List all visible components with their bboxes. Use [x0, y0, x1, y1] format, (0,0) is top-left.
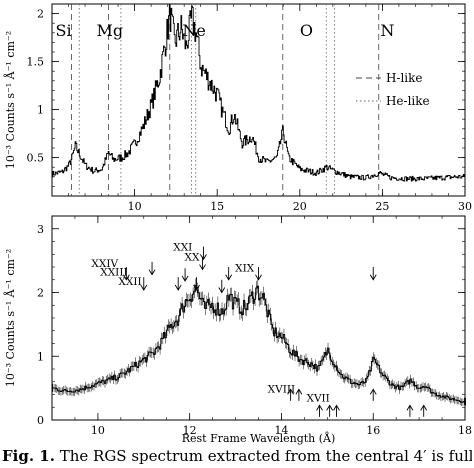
down-arrow-5-head [199, 264, 206, 271]
element-label-si: Si [56, 21, 72, 40]
x-tick-label-1-4: 18 [458, 424, 472, 437]
down-arrow-10-head [181, 275, 189, 282]
plot-frame-1 [51, 215, 466, 421]
legend-he-like-label: He-like [386, 94, 430, 108]
down-arrow-1-head [148, 269, 156, 276]
up-arrow-2-head [316, 404, 323, 411]
ion-label-xxiii: XXIII [100, 266, 127, 278]
x-tick-label-0-4: 30 [458, 200, 472, 213]
down-arrow-9-head [369, 274, 377, 281]
element-label-mg: Mg [97, 21, 124, 40]
x-tick-label-1-1: 12 [183, 424, 197, 437]
caption-text: The RGS spectrum extracted from the cent… [54, 447, 472, 465]
y-tick-label-1-2: 2 [37, 287, 44, 300]
up-arrow-0-head [287, 388, 295, 395]
down-arrow-4-head [193, 284, 200, 291]
y-axis-label-0: 10⁻³ Counts s⁻¹ Å⁻¹ cm⁻² [3, 31, 17, 169]
ion-label-xvii: XVII [306, 393, 329, 405]
down-arrow-11-head [200, 254, 207, 261]
up-arrow-4-head [333, 404, 340, 411]
x-tick-label-1-3: 16 [366, 424, 380, 437]
ion-label-xxi: XXI [173, 241, 192, 253]
x-tick-label-0-0: 10 [128, 200, 142, 213]
down-arrow-6-head [225, 274, 233, 281]
ion-label-xxii: XXII [118, 276, 141, 288]
spectrum-line-1 [52, 285, 466, 403]
element-label-ne: Ne [182, 21, 205, 40]
down-arrow-8-head [255, 274, 262, 281]
element-label-n: N [380, 21, 394, 40]
x-axis-label: Rest Frame Wavelength (Å) [182, 431, 336, 445]
down-arrow-7-head [218, 287, 226, 294]
up-arrow-5-head [369, 388, 377, 395]
element-label-o: O [300, 21, 313, 40]
y-tick-label-0-3: 2 [37, 8, 44, 21]
up-arrow-1-head [295, 388, 303, 395]
x-tick-label-1-2: 14 [274, 424, 288, 437]
spectrum-1 [52, 278, 466, 407]
up-arrow-3-head [326, 404, 334, 411]
x-tick-label-0-1: 15 [210, 200, 224, 213]
y-tick-label-0-2: 1.5 [27, 56, 45, 69]
down-arrow-3-head [174, 284, 182, 291]
y-axis-label-1: 10⁻³ Counts s⁻¹ Å⁻¹ cm⁻² [3, 249, 17, 387]
y-tick-label-1-1: 1 [37, 350, 44, 363]
ion-label-xix: XIX [235, 262, 255, 274]
y-tick-label-1-0: 0 [37, 414, 44, 427]
down-arrow-0-head [122, 274, 130, 281]
legend-h-like-label: H-like [386, 71, 423, 85]
x-tick-label-1-0: 10 [91, 424, 105, 437]
figure-caption: Fig. 1. The RGS spectrum extracted from … [2, 447, 472, 468]
spectrum-line-0 [52, 4, 466, 182]
ion-label-xx: XX [184, 252, 199, 264]
down-arrow-2-head [140, 284, 148, 291]
caption-label: Fig. 1. [2, 447, 55, 465]
x-tick-label-0-2: 20 [293, 200, 307, 213]
x-tick-label-0-3: 25 [375, 200, 389, 213]
y-tick-label-0-1: 1 [37, 104, 44, 117]
ion-label-xxiv: XXIV [91, 258, 118, 270]
y-tick-label-0-0: 0.5 [27, 152, 45, 165]
spectrum-0 [52, 4, 466, 182]
up-arrow-6-head [406, 404, 414, 411]
y-tick-label-1-3: 3 [37, 223, 44, 236]
up-arrow-7-head [420, 404, 428, 411]
